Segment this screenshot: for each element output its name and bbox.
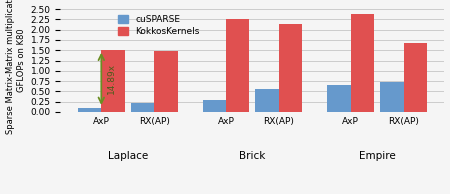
Bar bbox=[101, 50, 125, 112]
Text: Empire: Empire bbox=[359, 151, 396, 161]
Text: Laplace: Laplace bbox=[108, 151, 148, 161]
Text: 14.89x: 14.89x bbox=[107, 63, 116, 94]
Bar bbox=[154, 51, 178, 112]
Bar bbox=[380, 81, 404, 112]
Bar bbox=[255, 89, 279, 112]
Bar bbox=[404, 43, 427, 112]
Bar bbox=[226, 19, 249, 112]
Bar bbox=[279, 24, 302, 112]
Bar bbox=[78, 108, 101, 112]
Y-axis label: Sparse Matrix-Matrix multiplication
GFLOPs on K80: Sparse Matrix-Matrix multiplication GFLO… bbox=[5, 0, 27, 134]
Bar bbox=[351, 14, 374, 112]
Text: Brick: Brick bbox=[239, 151, 266, 161]
Bar bbox=[130, 102, 154, 112]
Legend: cuSPARSE, KokkosKernels: cuSPARSE, KokkosKernels bbox=[115, 13, 202, 39]
Bar bbox=[327, 85, 351, 112]
Bar bbox=[202, 100, 226, 112]
